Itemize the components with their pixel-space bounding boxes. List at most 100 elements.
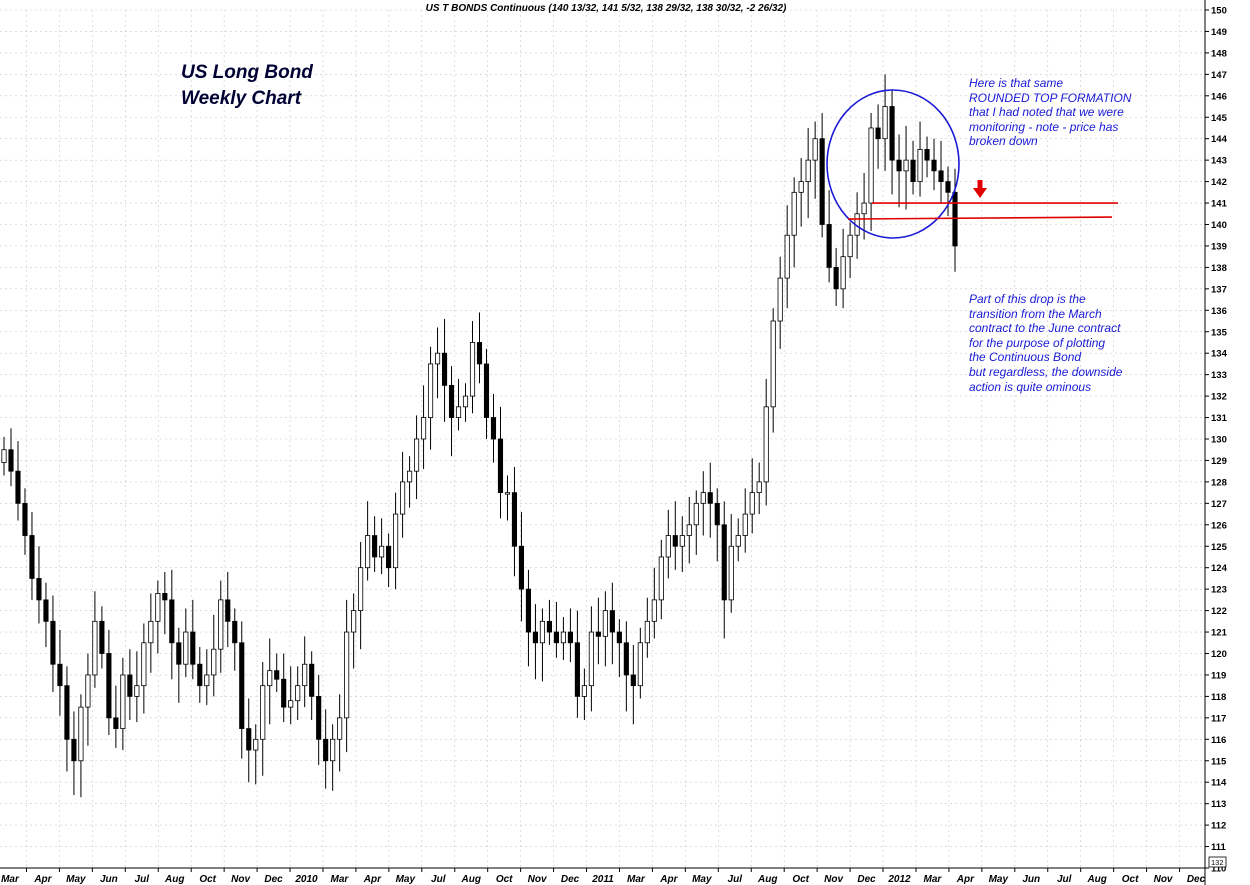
candle-body xyxy=(903,159,909,172)
candle-body xyxy=(721,524,727,601)
chart-title: US T BONDS Continuous (140 13/32, 141 5/… xyxy=(425,3,787,14)
candle-body xyxy=(644,620,650,644)
candle-body xyxy=(882,106,888,140)
candle-body xyxy=(539,620,546,644)
date-tick-label: Apr xyxy=(33,874,52,885)
date-tick-label: Dec xyxy=(1187,874,1206,885)
candle-body xyxy=(176,642,182,665)
date-tick-label: Oct xyxy=(792,874,809,885)
note-line: broken down xyxy=(969,134,1038,149)
candle-body xyxy=(316,696,322,740)
candle-body xyxy=(64,685,70,740)
price-tick-label: 147 xyxy=(1211,70,1227,81)
candle-body xyxy=(106,653,112,719)
note-line: action is quite ominous xyxy=(969,379,1092,394)
date-tick-label: Mar xyxy=(924,874,943,885)
candle-body xyxy=(609,610,615,633)
candle-body xyxy=(22,502,28,536)
price-tick-label: 113 xyxy=(1211,799,1226,810)
candle-body xyxy=(511,492,518,547)
candle-body xyxy=(630,674,636,687)
date-tick-label: Jul xyxy=(431,874,446,885)
down-arrow-shaft xyxy=(977,180,983,188)
candle-body xyxy=(868,127,874,204)
price-tick-label: 123 xyxy=(1211,585,1227,596)
date-tick-label: May xyxy=(692,874,712,885)
candle-body xyxy=(637,642,643,687)
date-tick-label: Aug xyxy=(757,874,777,885)
candle-body xyxy=(833,266,839,290)
price-tick-label: 149 xyxy=(1211,27,1227,38)
candle-body xyxy=(281,678,287,708)
candle-body xyxy=(707,492,713,504)
candle-body xyxy=(777,277,783,322)
candle-body xyxy=(546,620,552,633)
candle-body xyxy=(497,438,504,494)
candle-body xyxy=(798,181,804,193)
candle-body xyxy=(169,599,175,644)
date-tick-label: Nov xyxy=(1154,874,1174,885)
candle-body xyxy=(183,631,189,665)
date-tick-label: Apr xyxy=(363,874,382,885)
candle-body xyxy=(952,191,958,247)
candle-body xyxy=(274,670,280,680)
subtitle-line: US Long Bond xyxy=(181,62,313,83)
candle-body xyxy=(323,738,329,762)
date-tick-label: Dec xyxy=(857,874,876,885)
candle-body xyxy=(29,535,35,579)
date-axis: Mar Apr May Jun Jul Aug Oct Nov Dec 2010 Mar Apr May… xyxy=(1,868,1206,885)
candle-body xyxy=(945,181,951,193)
candle-body xyxy=(434,352,441,365)
candle-body xyxy=(623,642,629,676)
candle-body xyxy=(658,556,664,601)
candle-body xyxy=(693,502,699,526)
candle-body xyxy=(812,138,818,161)
candle-body xyxy=(756,481,762,494)
candle-body xyxy=(875,127,881,140)
price-tick-label: 111 xyxy=(1211,842,1227,853)
candle-body xyxy=(763,406,769,483)
candle-body xyxy=(728,545,734,601)
candle-body xyxy=(581,685,587,697)
candle-body xyxy=(386,545,392,569)
note-line: contract to the June contract xyxy=(969,321,1121,336)
note-line: transition from the March xyxy=(969,306,1102,321)
candle-body xyxy=(889,106,895,161)
candle-body xyxy=(141,642,147,687)
candle-body xyxy=(560,631,566,644)
date-tick-label: Jul xyxy=(135,874,150,885)
candlestick-series xyxy=(1,74,958,798)
candle-body xyxy=(791,191,797,236)
date-tick-label: 2010 xyxy=(294,874,318,885)
candle-body xyxy=(462,395,469,408)
date-tick-label: Mar xyxy=(627,874,646,885)
candle-body xyxy=(190,631,196,665)
note-line: for the purpose of plotting xyxy=(969,335,1106,350)
candle-body xyxy=(204,674,210,687)
candle-body xyxy=(567,631,573,644)
date-tick-label: Mar xyxy=(331,874,350,885)
price-tick-label: 139 xyxy=(1211,241,1227,252)
candle-body xyxy=(784,234,790,279)
candle-body xyxy=(553,631,559,644)
candle-body xyxy=(92,620,98,676)
note-line: that I had noted that we were xyxy=(969,105,1124,120)
subtitle-line: Weekly Chart xyxy=(181,88,302,109)
candle-body xyxy=(358,567,364,612)
date-tick-label: Jul xyxy=(1057,874,1072,885)
candle-body xyxy=(476,342,483,365)
price-tick-label: 122 xyxy=(1211,606,1227,617)
candle-body xyxy=(260,685,266,740)
candle-body xyxy=(588,631,594,687)
note-line: monitoring - note - price has xyxy=(969,119,1119,134)
candle-body xyxy=(735,535,741,547)
candle-body xyxy=(742,513,748,536)
candle-body xyxy=(938,170,944,182)
candle-body xyxy=(574,642,580,697)
candle-body xyxy=(665,535,671,558)
candle-body xyxy=(441,352,448,386)
date-tick-label: Oct xyxy=(199,874,216,885)
candle-body xyxy=(225,599,231,622)
support-line xyxy=(847,216,1113,220)
